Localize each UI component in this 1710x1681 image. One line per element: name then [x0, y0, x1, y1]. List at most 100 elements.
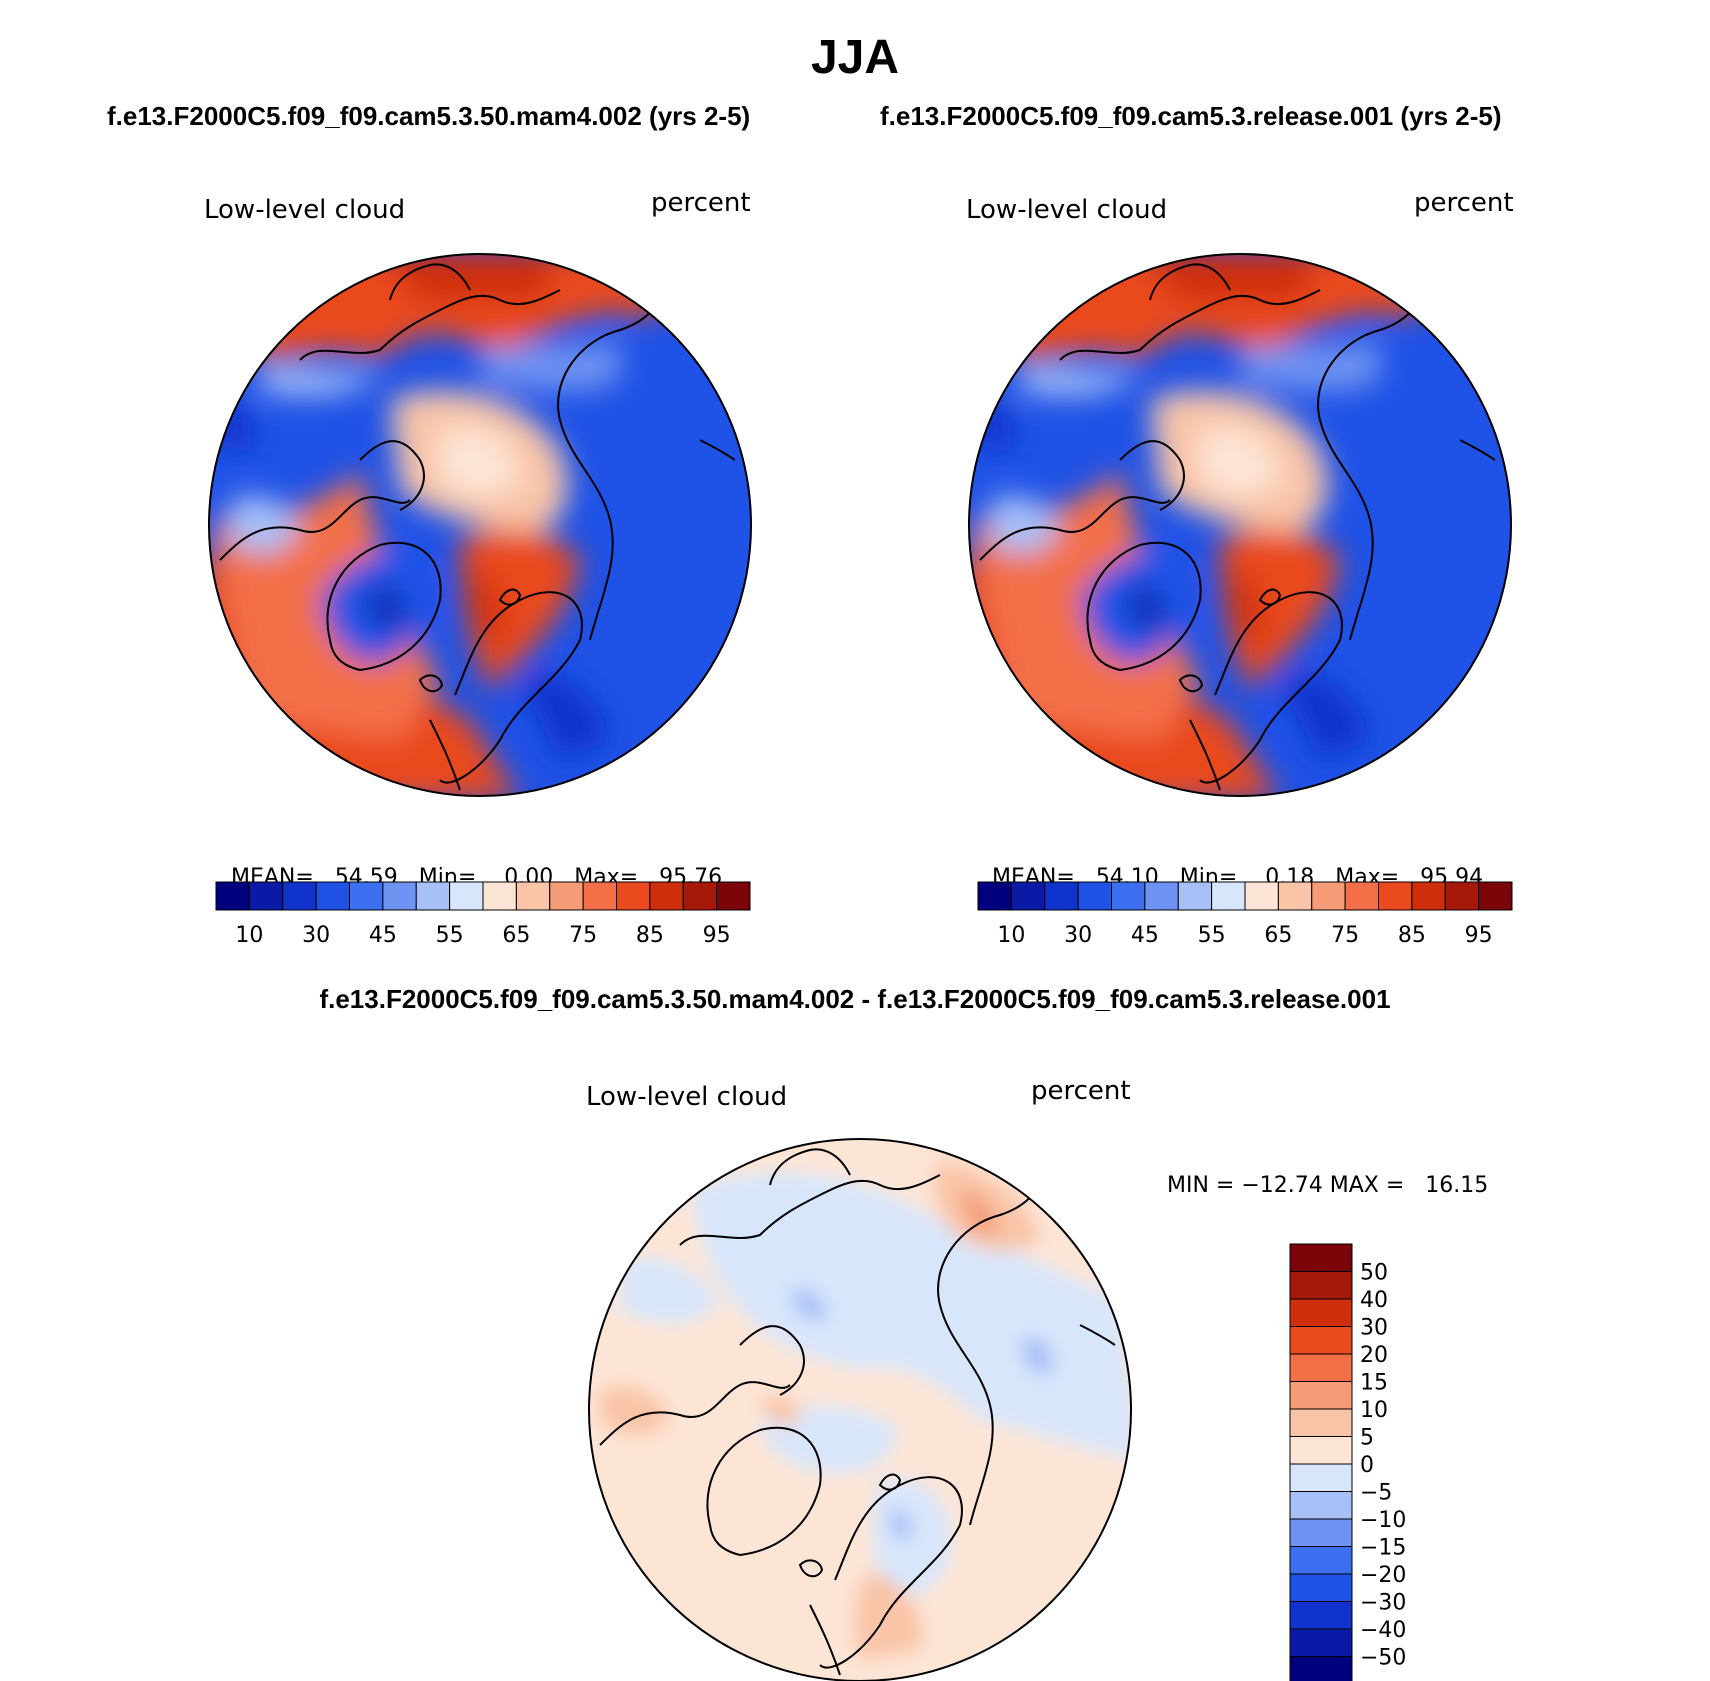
- diff-colorbar-label: −50: [1360, 1646, 1406, 1671]
- left-colorbar-box: [682, 881, 718, 911]
- left-colorbar-label: 95: [703, 923, 731, 948]
- left-colorbar-box: [315, 881, 350, 911]
- right-var-label: Low-level cloud: [966, 195, 1168, 225]
- left-colorbar-box: [616, 881, 651, 911]
- left-colorbar-label: 85: [636, 923, 664, 948]
- right-colorbar-label: 10: [997, 923, 1025, 948]
- diff-colorbar-label: 15: [1360, 1371, 1388, 1396]
- right-colorbar-box: [1010, 881, 1046, 911]
- left-units-label: percent: [651, 188, 751, 218]
- right-colorbar-box: [1111, 881, 1146, 911]
- right-colorbar-label: 55: [1198, 923, 1226, 948]
- right-colorbar-label: 95: [1465, 923, 1493, 948]
- right-colorbar-box: [1344, 881, 1379, 911]
- left-colorbar-label: 75: [569, 923, 597, 948]
- diff-colorbar-box: [1289, 1628, 1353, 1657]
- right-colorbar-label: 85: [1398, 923, 1426, 948]
- diff-colorbar-box: [1289, 1656, 1353, 1681]
- diff-colorbar-box: [1289, 1573, 1353, 1602]
- right-case-title: f.e13.F2000C5.f09_f09.cam5.3.release.001…: [880, 101, 1502, 131]
- right-colorbar-label: 65: [1264, 923, 1292, 948]
- diff-colorbar-label: 10: [1360, 1398, 1388, 1423]
- left-colorbar-label: 45: [369, 923, 397, 948]
- diff-colorbar-box: [1289, 1546, 1353, 1575]
- diff-colorbar-label: −20: [1360, 1563, 1406, 1588]
- left-polar-map: [208, 253, 752, 797]
- diff-stats: MIN = −12.74 MAX = 16.15: [1167, 1173, 1489, 1198]
- right-colorbar: 10 30 45 55 65 75 85 95: [977, 881, 1513, 948]
- left-colorbar-label: 55: [436, 923, 464, 948]
- diff-colorbar-box: [1289, 1408, 1353, 1437]
- season-title: JJA: [810, 31, 900, 84]
- diff-colorbar-label: 0: [1360, 1453, 1374, 1478]
- left-colorbar-box: [382, 881, 417, 911]
- right-colorbar-box: [1144, 881, 1179, 911]
- diff-colorbar-label: −10: [1360, 1508, 1406, 1533]
- left-colorbar-box: [549, 881, 584, 911]
- right-colorbar-label: 45: [1131, 923, 1159, 948]
- diff-map-boundary: [588, 1138, 1132, 1681]
- right-colorbar-label: 75: [1331, 923, 1359, 948]
- right-colorbar-box: [1211, 881, 1246, 911]
- diff-colorbar-label: 5: [1360, 1426, 1374, 1451]
- diff-colorbar-box: [1289, 1381, 1353, 1410]
- left-colorbar-box: [649, 881, 684, 911]
- diff-colorbar-box: [1289, 1243, 1353, 1272]
- right-colorbar-box: [1378, 881, 1413, 911]
- right-colorbar-box: [1077, 881, 1112, 911]
- diff-units-label: percent: [1031, 1076, 1131, 1106]
- left-colorbar-label: 65: [502, 923, 530, 948]
- right-colorbar-box: [1177, 881, 1213, 911]
- right-colorbar-box: [1244, 881, 1279, 911]
- right-colorbar-box: [1411, 881, 1446, 911]
- left-case-title: f.e13.F2000C5.f09_f09.cam5.3.50.mam4.002…: [107, 101, 751, 131]
- difference-polar-map: [588, 1138, 1132, 1681]
- difference-title: f.e13.F2000C5.f09_f09.cam5.3.50.mam4.002…: [319, 984, 1391, 1014]
- diff-colorbar-label: 50: [1360, 1261, 1388, 1286]
- left-colorbar-box: [482, 881, 517, 911]
- left-var-label: Low-level cloud: [204, 195, 406, 225]
- right-map-boundary: [968, 253, 1512, 797]
- left-colorbar-label: 30: [302, 923, 330, 948]
- left-colorbar-box: [449, 881, 484, 911]
- right-colorbar-box: [977, 881, 1012, 911]
- diff-colorbar-box: [1289, 1518, 1353, 1547]
- left-colorbar-label: 10: [235, 923, 263, 948]
- diff-colorbar-box: [1289, 1601, 1353, 1630]
- right-colorbar-box: [1311, 881, 1346, 911]
- left-map-boundary: [208, 253, 752, 797]
- diff-colorbar-label: 20: [1360, 1343, 1388, 1368]
- right-colorbar-box: [1044, 881, 1079, 911]
- diff-colorbar-box: [1289, 1491, 1353, 1520]
- diff-colorbar-box: [1289, 1436, 1353, 1465]
- diff-var-label: Low-level cloud: [586, 1082, 788, 1112]
- right-polar-map: [968, 253, 1512, 797]
- diff-colorbar-box: [1289, 1326, 1353, 1355]
- diff-colorbar-box: [1289, 1271, 1353, 1300]
- diff-colorbar-label: −15: [1360, 1536, 1406, 1561]
- diff-colorbar-label: −5: [1360, 1481, 1392, 1506]
- right-colorbar-box: [1478, 881, 1513, 911]
- right-colorbar-box: [1277, 881, 1313, 911]
- diff-colorbar-box: [1289, 1463, 1353, 1492]
- diff-colorbar-label: −40: [1360, 1618, 1406, 1643]
- right-units-label: percent: [1414, 188, 1514, 218]
- right-colorbar-label: 30: [1064, 923, 1092, 948]
- left-colorbar-box: [415, 881, 451, 911]
- left-colorbar-box: [349, 881, 384, 911]
- diff-colorbar-label: 30: [1360, 1316, 1388, 1341]
- diff-colorbar-label: 40: [1360, 1288, 1388, 1313]
- left-colorbar-box: [716, 881, 751, 911]
- left-colorbar: 10 30 45 55 65 75 85 95: [215, 881, 751, 948]
- right-colorbar-box: [1444, 881, 1480, 911]
- diff-colorbar-box: [1289, 1298, 1353, 1327]
- left-colorbar-box: [515, 881, 551, 911]
- left-colorbar-box: [282, 881, 317, 911]
- diff-colorbar-label: −30: [1360, 1591, 1406, 1616]
- diff-colorbar-box: [1289, 1353, 1353, 1382]
- left-colorbar-box: [582, 881, 617, 911]
- left-colorbar-box: [215, 881, 250, 911]
- left-colorbar-box: [248, 881, 284, 911]
